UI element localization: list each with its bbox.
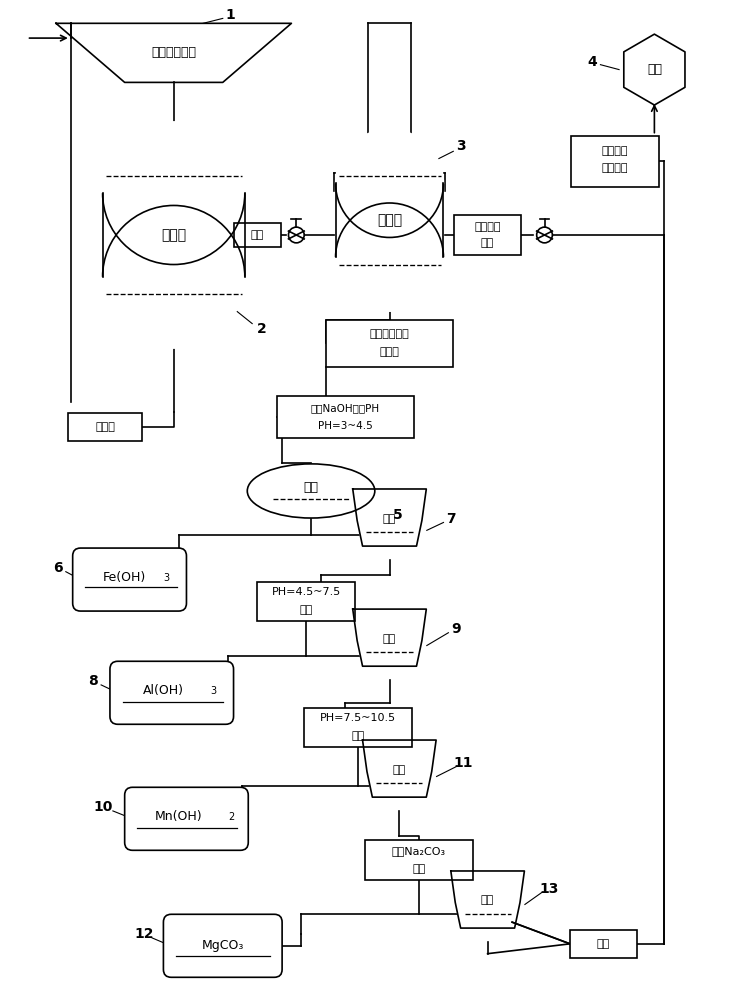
Text: 过滤: 过滤 xyxy=(299,605,312,615)
Text: Fe(OH): Fe(OH) xyxy=(103,571,146,584)
Bar xyxy=(257,582,356,621)
Text: 方法沉锂: 方法沉锂 xyxy=(602,163,629,173)
Text: 二、三价离子: 二、三价离子 xyxy=(369,329,410,339)
Text: 3: 3 xyxy=(210,686,216,696)
Text: 截液水: 截液水 xyxy=(95,422,115,432)
Polygon shape xyxy=(624,34,685,105)
Text: 13: 13 xyxy=(539,882,559,896)
Polygon shape xyxy=(353,609,426,666)
Text: 3: 3 xyxy=(456,139,466,153)
Text: 浓缩液: 浓缩液 xyxy=(380,347,399,357)
FancyBboxPatch shape xyxy=(164,914,282,977)
Text: PH=4.5~7.5: PH=4.5~7.5 xyxy=(272,587,341,597)
Text: 滤液: 滤液 xyxy=(383,514,396,524)
Text: PH=7.5~10.5: PH=7.5~10.5 xyxy=(320,713,396,723)
Polygon shape xyxy=(336,129,444,257)
Text: 11: 11 xyxy=(453,756,473,770)
Polygon shape xyxy=(103,193,245,348)
Text: 6: 6 xyxy=(53,561,63,575)
Bar xyxy=(454,215,521,255)
Polygon shape xyxy=(103,122,245,277)
FancyBboxPatch shape xyxy=(73,548,186,611)
Bar xyxy=(326,320,453,367)
Text: Al(OH): Al(OH) xyxy=(143,684,185,697)
Text: 锂盐: 锂盐 xyxy=(647,63,662,76)
Text: 2: 2 xyxy=(257,322,267,336)
Text: 纳滤膜: 纳滤膜 xyxy=(377,213,402,227)
Text: 4: 4 xyxy=(588,55,597,69)
Text: 5: 5 xyxy=(393,508,402,522)
Text: PH=3~4.5: PH=3~4.5 xyxy=(318,421,373,431)
FancyBboxPatch shape xyxy=(110,661,234,724)
Bar xyxy=(336,183,444,257)
Text: 10: 10 xyxy=(93,800,112,814)
Text: 清液: 清液 xyxy=(250,230,264,240)
Text: 12: 12 xyxy=(134,927,154,941)
Text: 过滤: 过滤 xyxy=(412,864,426,874)
Bar xyxy=(103,193,245,277)
Bar xyxy=(571,136,659,187)
Text: 滤液: 滤液 xyxy=(383,634,396,644)
Bar xyxy=(234,223,280,247)
Text: 锂云母浸出液: 锂云母浸出液 xyxy=(151,46,196,59)
Text: 8: 8 xyxy=(88,674,98,688)
Text: Mn(OH): Mn(OH) xyxy=(155,810,202,823)
Text: 清液: 清液 xyxy=(481,238,494,248)
Circle shape xyxy=(288,227,304,243)
Bar xyxy=(570,930,637,958)
Text: MgCO₃: MgCO₃ xyxy=(201,939,244,952)
Text: 9: 9 xyxy=(451,622,461,636)
Bar xyxy=(304,708,412,747)
Text: 滤液: 滤液 xyxy=(393,765,406,775)
Bar xyxy=(277,396,414,438)
Text: 加入Na₂CO₃: 加入Na₂CO₃ xyxy=(392,846,446,856)
FancyBboxPatch shape xyxy=(125,787,248,850)
Text: 1: 1 xyxy=(226,8,236,22)
Text: 通过传统: 通过传统 xyxy=(602,146,629,156)
Text: 滤液: 滤液 xyxy=(481,896,494,906)
Polygon shape xyxy=(363,740,436,797)
Text: 3: 3 xyxy=(164,573,170,583)
Text: 过滤: 过滤 xyxy=(352,731,365,741)
Polygon shape xyxy=(451,871,524,928)
Polygon shape xyxy=(353,489,426,546)
Polygon shape xyxy=(336,183,444,311)
Ellipse shape xyxy=(247,464,374,518)
Text: 过滤: 过滤 xyxy=(304,481,318,494)
Text: 陶瓷膜: 陶瓷膜 xyxy=(161,228,186,242)
Bar xyxy=(365,840,473,880)
Text: 一价离子: 一价离子 xyxy=(474,222,501,232)
Bar xyxy=(69,413,142,441)
Circle shape xyxy=(537,227,553,243)
Text: 7: 7 xyxy=(447,512,456,526)
Text: 清液: 清液 xyxy=(596,939,610,949)
Text: 2: 2 xyxy=(228,812,235,822)
Text: 通过NaOH调节PH: 通过NaOH调节PH xyxy=(311,403,380,413)
Polygon shape xyxy=(56,23,291,82)
